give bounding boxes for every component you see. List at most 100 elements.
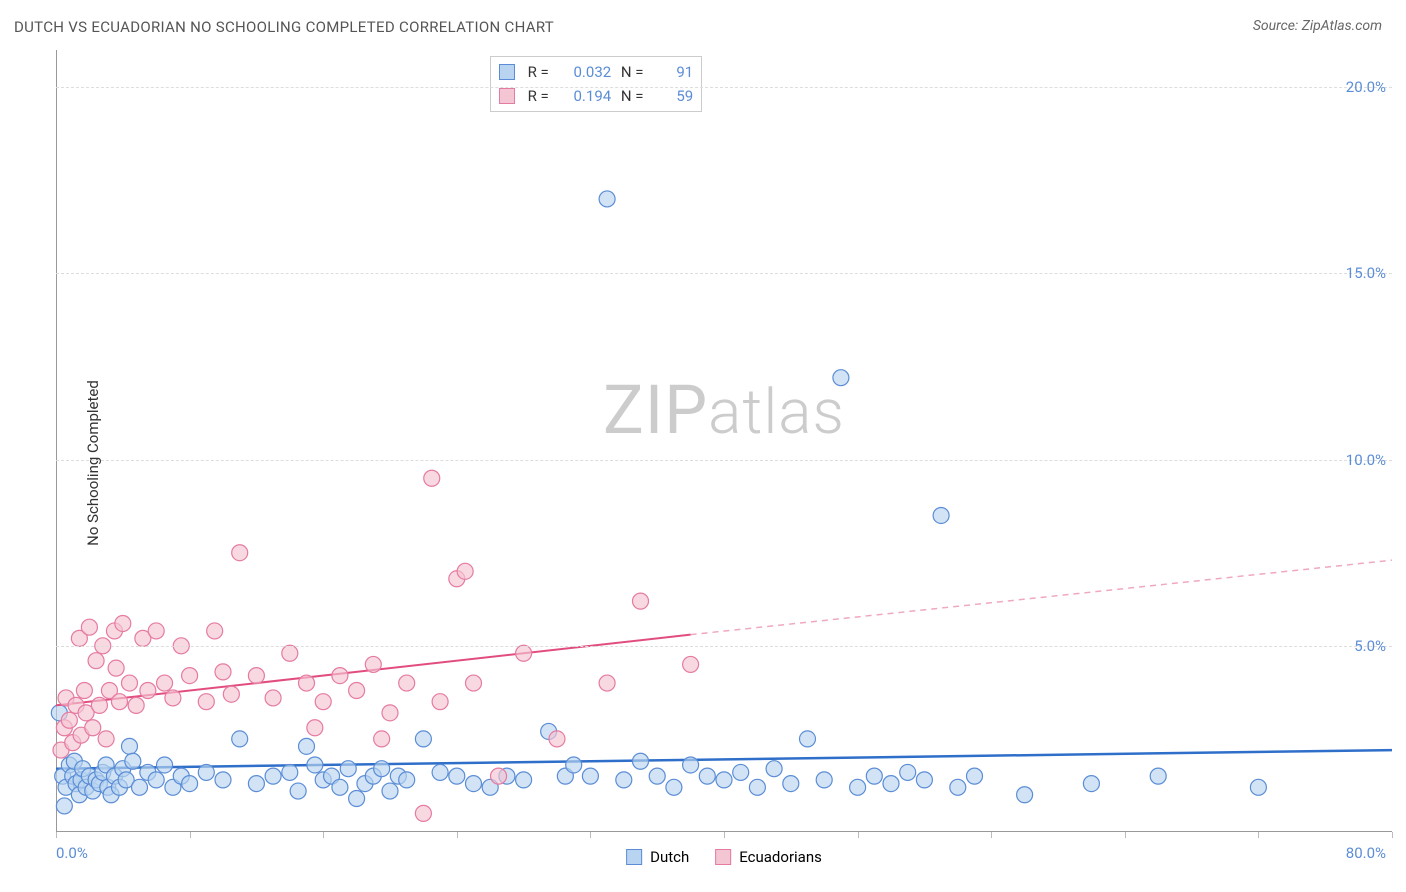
data-point	[128, 697, 144, 713]
data-point	[616, 772, 632, 788]
data-point	[332, 668, 348, 684]
data-point	[491, 768, 507, 784]
data-point	[98, 731, 114, 747]
x-tick	[590, 832, 591, 838]
chart-source: Source: ZipAtlas.com	[1253, 18, 1382, 34]
data-point	[883, 776, 899, 792]
data-point	[148, 772, 164, 788]
stat-n-label: N =	[617, 87, 647, 105]
data-point	[516, 645, 532, 661]
data-point	[207, 623, 223, 639]
x-tick	[1392, 832, 1393, 838]
data-point	[349, 682, 365, 698]
x-tick	[991, 832, 992, 838]
stat-r-value: 0.032	[559, 63, 611, 81]
data-point	[633, 593, 649, 609]
gridline	[56, 87, 1392, 88]
data-point	[950, 779, 966, 795]
data-point	[466, 675, 482, 691]
data-point	[766, 761, 782, 777]
y-tick-label: 20.0%	[1346, 78, 1386, 96]
data-point	[800, 731, 816, 747]
data-point	[582, 768, 598, 784]
data-point	[516, 772, 532, 788]
data-point	[1150, 768, 1166, 784]
stat-r-value: 0.194	[559, 87, 611, 105]
data-point	[1017, 787, 1033, 803]
data-point	[265, 768, 281, 784]
data-point	[716, 772, 732, 788]
data-point	[215, 772, 231, 788]
data-point	[165, 690, 181, 706]
data-point	[121, 738, 137, 754]
data-point	[125, 753, 141, 769]
data-point	[290, 783, 306, 799]
data-point	[374, 731, 390, 747]
data-point	[315, 694, 331, 710]
x-tick	[1258, 832, 1259, 838]
data-point	[967, 768, 983, 784]
legend-label: Dutch	[650, 848, 689, 866]
data-point	[1250, 779, 1266, 795]
stat-n-value: 91	[653, 63, 693, 81]
data-point	[415, 731, 431, 747]
legend-swatch	[715, 849, 731, 865]
data-point	[81, 619, 97, 635]
x-tick	[858, 832, 859, 838]
y-tick-label: 15.0%	[1346, 264, 1386, 282]
data-point	[232, 545, 248, 561]
data-point	[900, 764, 916, 780]
legend-swatch	[499, 88, 515, 104]
data-point	[933, 507, 949, 523]
data-point	[649, 768, 665, 784]
data-point	[182, 776, 198, 792]
data-point	[111, 694, 127, 710]
data-point	[449, 768, 465, 784]
x-tick	[56, 832, 57, 838]
data-point	[182, 668, 198, 684]
data-point	[599, 675, 615, 691]
correlation-stat-box: R =0.032N =91R =0.194N =59	[490, 56, 702, 112]
data-point	[365, 656, 381, 672]
data-point	[198, 694, 214, 710]
data-point	[148, 623, 164, 639]
y-tick-label: 5.0%	[1354, 637, 1386, 655]
data-point	[265, 690, 281, 706]
data-point	[223, 686, 239, 702]
gridline	[56, 460, 1392, 461]
data-point	[121, 675, 137, 691]
plot-area: ZIPatlas R =0.032N =91R =0.194N =59 0.0%…	[56, 50, 1392, 832]
data-point	[683, 757, 699, 773]
gridline	[56, 646, 1392, 647]
data-point	[76, 682, 92, 698]
data-point	[108, 660, 124, 676]
data-point	[566, 757, 582, 773]
x-tick	[457, 832, 458, 838]
data-point	[61, 712, 77, 728]
data-point	[85, 720, 101, 736]
stat-r-label: R =	[523, 63, 553, 81]
data-point	[683, 656, 699, 672]
data-point	[424, 470, 440, 486]
data-point	[198, 764, 214, 780]
trend-line	[56, 750, 1392, 769]
data-point	[56, 798, 72, 814]
data-point	[115, 615, 131, 631]
data-point	[282, 764, 298, 780]
x-axis-max-label: 80.0%	[1346, 844, 1386, 862]
legend-swatch	[499, 64, 515, 80]
data-point	[733, 764, 749, 780]
data-point	[432, 694, 448, 710]
data-point	[382, 705, 398, 721]
data-point	[549, 731, 565, 747]
data-point	[140, 682, 156, 698]
bottom-legend: DutchEcuadorians	[626, 848, 822, 866]
stat-n-value: 59	[653, 87, 693, 105]
data-point	[415, 805, 431, 821]
data-point	[299, 738, 315, 754]
data-point	[466, 776, 482, 792]
gridline	[56, 273, 1392, 274]
data-point	[457, 563, 473, 579]
data-point	[91, 697, 107, 713]
data-point	[299, 675, 315, 691]
